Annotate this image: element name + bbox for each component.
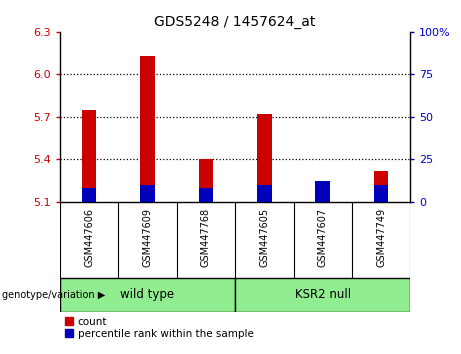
Bar <box>374 185 388 202</box>
Bar <box>140 56 155 202</box>
Bar <box>374 171 388 202</box>
Text: GSM447749: GSM447749 <box>376 208 386 267</box>
Text: KSR2 null: KSR2 null <box>295 288 351 301</box>
Text: GSM447606: GSM447606 <box>84 208 94 267</box>
Bar <box>60 278 235 312</box>
Text: GSM447605: GSM447605 <box>259 208 269 267</box>
Legend: count, percentile rank within the sample: count, percentile rank within the sample <box>65 317 254 339</box>
Bar <box>257 185 272 202</box>
Bar <box>235 278 410 312</box>
Bar <box>315 200 330 202</box>
Text: GSM447609: GSM447609 <box>142 208 153 267</box>
Bar <box>315 181 330 202</box>
Bar <box>199 188 213 202</box>
Bar <box>257 114 272 202</box>
Text: wild type: wild type <box>120 288 175 301</box>
Text: GSM447768: GSM447768 <box>201 208 211 267</box>
Bar <box>82 188 96 202</box>
Text: genotype/variation ▶: genotype/variation ▶ <box>2 290 106 300</box>
Bar <box>82 110 96 202</box>
Bar <box>140 185 155 202</box>
Text: GSM447607: GSM447607 <box>318 208 328 267</box>
Title: GDS5248 / 1457624_at: GDS5248 / 1457624_at <box>154 16 316 29</box>
Bar <box>199 159 213 202</box>
